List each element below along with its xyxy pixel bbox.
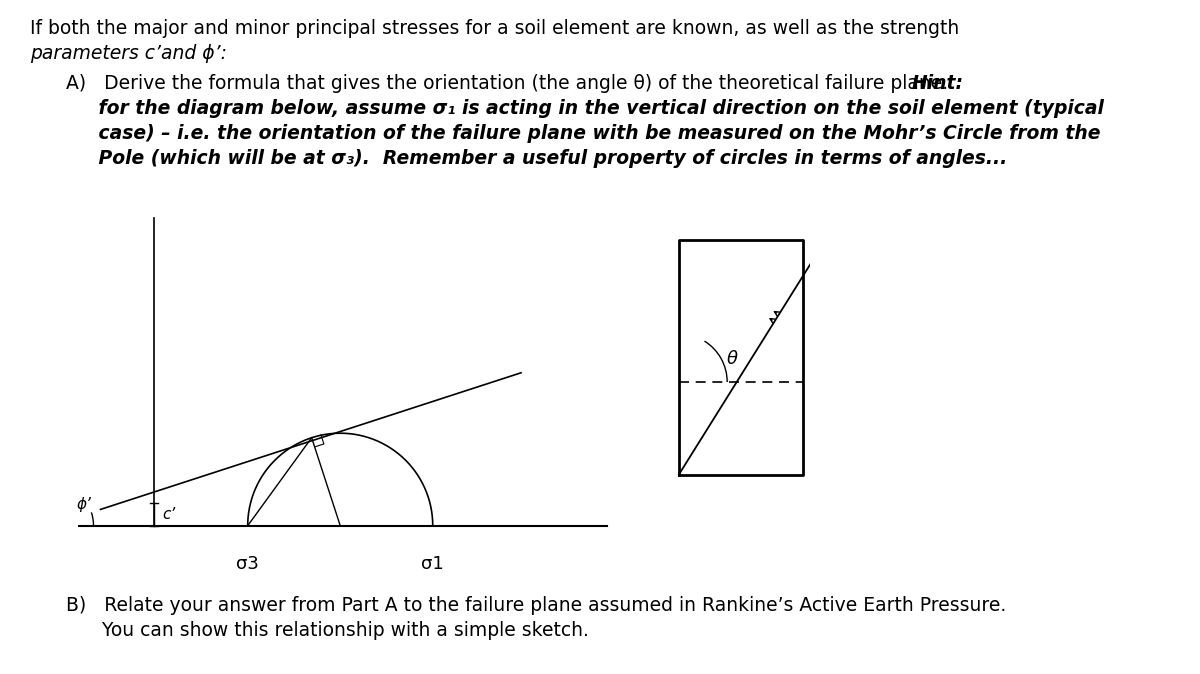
Text: θ: θ: [727, 350, 738, 367]
Text: parameters c’and ϕ’:: parameters c’and ϕ’:: [30, 44, 227, 63]
Text: for the diagram below, assume σ₁ is acting in the vertical direction on the soil: for the diagram below, assume σ₁ is acti…: [66, 99, 1104, 118]
Text: ϕ’: ϕ’: [77, 497, 91, 512]
Text: c’: c’: [162, 507, 175, 522]
Text: B)   Relate your answer from Part A to the failure plane assumed in Rankine’s Ac: B) Relate your answer from Part A to the…: [66, 596, 1007, 615]
Text: If both the major and minor principal stresses for a soil element are known, as : If both the major and minor principal st…: [30, 19, 959, 38]
Text: A)   Derive the formula that gives the orientation (the angle θ) of the theoreti: A) Derive the formula that gives the ori…: [66, 74, 960, 93]
Text: σ1: σ1: [421, 555, 444, 574]
Text: Hint:: Hint:: [912, 74, 964, 93]
Text: Pole (which will be at σ₃).  Remember a useful property of circles in terms of a: Pole (which will be at σ₃). Remember a u…: [66, 149, 1007, 168]
Text: σ3: σ3: [236, 555, 259, 574]
Text: case) – i.e. the orientation of the failure plane with be measured on the Mohr’s: case) – i.e. the orientation of the fail…: [66, 124, 1100, 143]
Text: You can show this relationship with a simple sketch.: You can show this relationship with a si…: [66, 621, 589, 640]
